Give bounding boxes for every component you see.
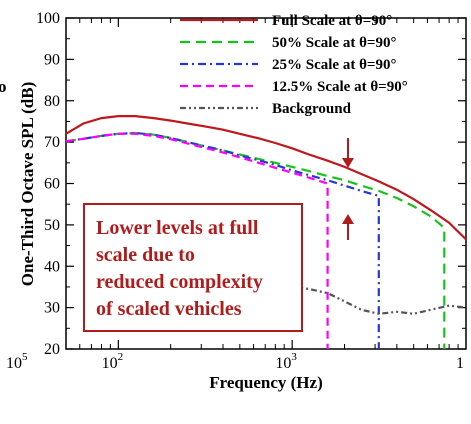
annotation-line-0: Lower levels at full (96, 217, 259, 239)
annotation-arrowhead-down (342, 158, 354, 168)
cropped-left-letter: o (0, 77, 7, 96)
legend-label-1: 50% Scale at θ=90° (272, 35, 396, 51)
legend-label-2: 25% Scale at θ=90° (272, 57, 396, 73)
series-lines (65, 115, 467, 349)
y-tick-label: 20 (44, 341, 60, 358)
x-axis-title: Frequency (Hz) (209, 373, 322, 392)
annotation-line-1: scale due to (96, 244, 195, 266)
legend-label-3: 12.5% Scale at θ=90° (272, 79, 408, 95)
annotation-box (83, 203, 303, 332)
x-tick-label: 103 (275, 351, 297, 372)
series-line-4 (292, 285, 467, 315)
y-tick-label: 100 (36, 10, 60, 27)
legend-label-4: Background (272, 101, 352, 117)
annotation-line-3: of scaled vehicles (96, 298, 242, 320)
y-tick-label: 90 (44, 51, 60, 68)
x-tick-label: 102 (102, 351, 124, 372)
annotation-line-2: reduced complexity (96, 271, 263, 293)
y-tick-label: 60 (44, 176, 60, 193)
x-axis: 102 103 105 1 (6, 18, 464, 372)
legend-label-0: Full Scale at θ=90° (272, 13, 392, 29)
y-tick-label: 80 (44, 93, 60, 110)
y-tick-label: 40 (44, 258, 60, 275)
y-tick-label: 70 (44, 134, 60, 151)
y-axis: 20 30 40 50 60 70 80 90 100 (36, 10, 466, 358)
y-tick-label: 50 (44, 217, 60, 234)
annotation-arrowhead-up (342, 214, 354, 224)
y-tick-label: 30 (44, 300, 60, 317)
series-line-3 (65, 132, 329, 349)
y-axis-title: One-Third Octave SPL (dB) (18, 82, 37, 286)
annotation: Lower levels at full scale due to reduced … (83, 138, 354, 332)
legend: Full Scale at θ=90° 50% Scale at θ=90° 25%… (180, 13, 408, 117)
cropped-right-tick-label: 1 (456, 355, 464, 372)
series-line-0 (65, 115, 467, 241)
cropped-left-tick-label: 105 (6, 351, 28, 372)
